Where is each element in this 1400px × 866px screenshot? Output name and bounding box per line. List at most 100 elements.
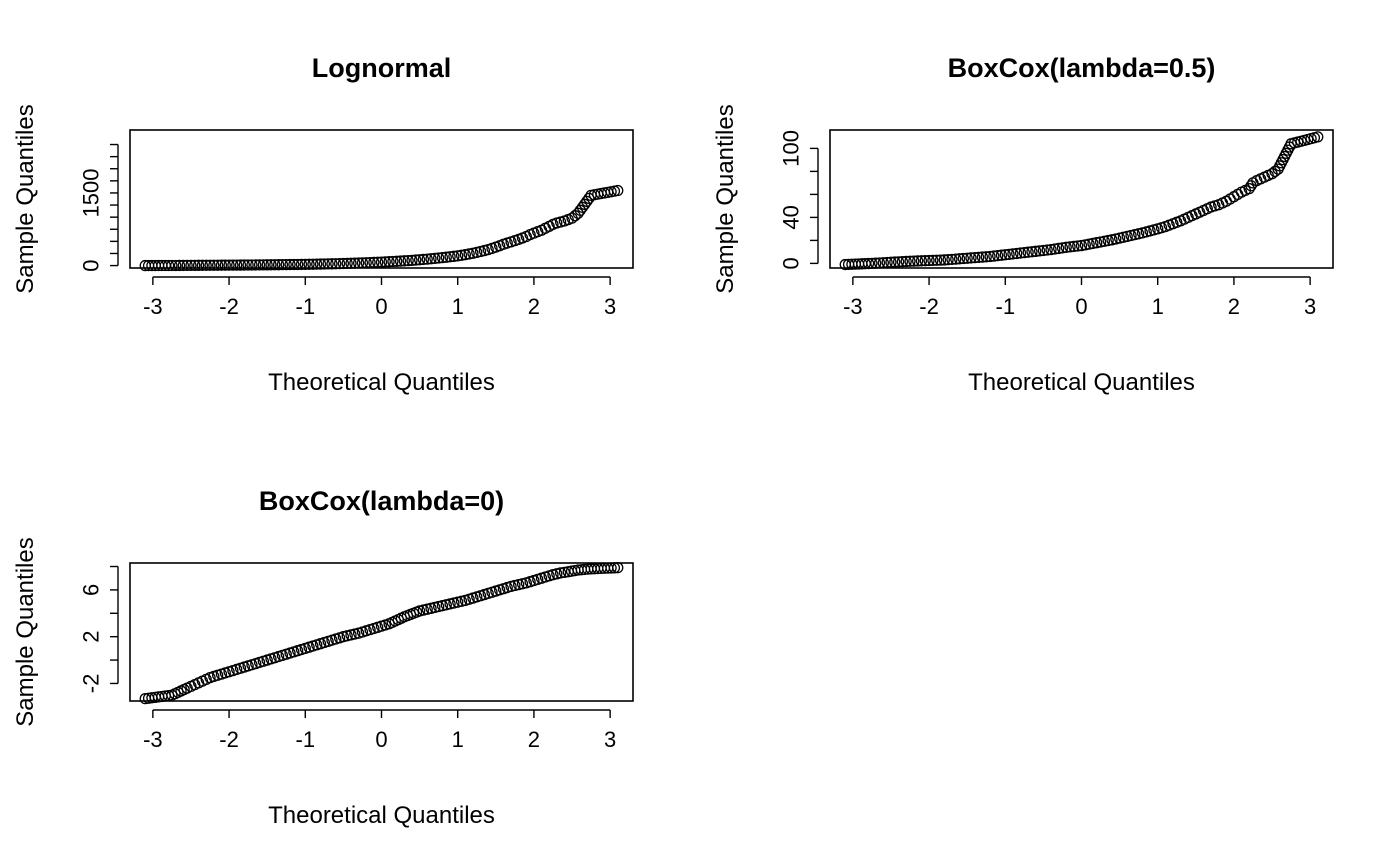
data-point xyxy=(341,257,353,270)
data-point xyxy=(972,251,985,264)
data-point xyxy=(211,259,224,271)
data-point xyxy=(196,259,209,271)
data-point xyxy=(1041,244,1053,256)
data-point xyxy=(364,256,376,269)
data-point xyxy=(889,256,901,268)
data-point xyxy=(185,259,197,272)
data-point xyxy=(444,251,456,263)
qq-panel-2: BoxCox(lambda=0.5) -3 -2 -1 0 1 2 3 0 40 100 Theore… xyxy=(712,53,1334,396)
data-point xyxy=(1045,243,1057,256)
data-point xyxy=(429,252,441,265)
x-tick-label: -3 xyxy=(843,294,863,319)
x-tick-label: 1 xyxy=(452,294,464,319)
data-point xyxy=(950,253,962,265)
data-point xyxy=(1079,239,1091,251)
data-point xyxy=(299,258,311,271)
data-point xyxy=(1052,242,1065,255)
data-point xyxy=(1026,246,1038,258)
data-point xyxy=(372,256,384,268)
data-point xyxy=(892,256,905,268)
chart-title: BoxCox(lambda=0) xyxy=(259,486,504,516)
data-point xyxy=(383,256,395,268)
data-point xyxy=(436,251,449,264)
data-point xyxy=(900,255,912,268)
data-point xyxy=(288,258,300,271)
data-point xyxy=(942,254,954,266)
data-point xyxy=(272,259,285,271)
data-point xyxy=(337,257,350,270)
data-point xyxy=(269,259,281,271)
data-point xyxy=(583,192,595,205)
data-point xyxy=(919,255,931,267)
y-axis-label: Sample Quantiles xyxy=(12,537,39,726)
data-point xyxy=(368,256,380,269)
data-point xyxy=(946,253,958,266)
data-point xyxy=(992,249,1004,262)
data-point xyxy=(455,249,468,261)
x-tick-label: 0 xyxy=(375,294,387,319)
x-tick-label: -1 xyxy=(996,294,1016,319)
data-point xyxy=(877,257,889,269)
data-point xyxy=(406,254,418,266)
data-point xyxy=(238,259,250,271)
x-tick-label: -2 xyxy=(919,294,939,319)
x-axis-label: Theoretical Quantiles xyxy=(268,802,495,829)
data-point xyxy=(984,250,996,263)
data-point xyxy=(379,256,391,268)
data-point xyxy=(904,255,916,267)
data-point xyxy=(200,259,212,271)
data-point xyxy=(976,251,989,263)
data-point xyxy=(1068,240,1080,253)
data-point xyxy=(425,253,437,265)
data-point xyxy=(1033,245,1046,257)
data-point xyxy=(284,258,296,271)
data-point xyxy=(170,259,182,272)
plot-frame xyxy=(829,129,1334,269)
data-point xyxy=(605,562,617,574)
data-point xyxy=(204,259,216,271)
data-point xyxy=(276,259,289,271)
data-point xyxy=(402,254,414,267)
data-point xyxy=(413,254,426,266)
data-point xyxy=(326,258,338,270)
data-point xyxy=(1018,246,1030,259)
data-point xyxy=(995,249,1008,261)
data-point xyxy=(192,259,205,271)
data-point xyxy=(173,259,186,272)
data-point xyxy=(318,258,330,270)
data-point xyxy=(953,253,966,265)
data-point xyxy=(862,257,875,270)
data-point xyxy=(257,259,270,271)
data-point xyxy=(1011,247,1023,260)
data-point xyxy=(394,255,407,267)
y-tick-label: 1500 xyxy=(79,168,104,217)
data-point xyxy=(242,259,254,271)
data-point xyxy=(398,255,411,267)
x-tick-label: -3 xyxy=(143,294,163,319)
data-point xyxy=(322,258,334,270)
data-point xyxy=(391,255,403,267)
data-point xyxy=(250,259,262,271)
data-point xyxy=(349,257,361,269)
plot-frame xyxy=(129,129,634,269)
data-point xyxy=(988,250,1000,262)
data-point xyxy=(1030,245,1042,257)
data-point xyxy=(1075,239,1088,252)
data-point xyxy=(223,259,235,271)
x-axis-label: Theoretical Quantiles xyxy=(968,369,1195,396)
data-point xyxy=(873,257,886,269)
data-point xyxy=(189,259,201,272)
x-tick-label: 3 xyxy=(604,727,616,752)
data-point xyxy=(452,250,464,262)
qq-panel-1: Lognormal -3 -2 -1 0 1 2 3 0 1500 Theoretical Quan… xyxy=(12,53,634,396)
data-point xyxy=(980,251,992,263)
data-point xyxy=(612,184,624,197)
data-point xyxy=(459,249,471,261)
y-tick-label: 40 xyxy=(779,205,804,229)
x-tick-label: -1 xyxy=(296,294,316,319)
data-point xyxy=(554,567,567,579)
data-point xyxy=(433,252,445,264)
data-point xyxy=(1072,240,1084,252)
data-point xyxy=(1083,238,1095,250)
data-point xyxy=(280,258,292,271)
